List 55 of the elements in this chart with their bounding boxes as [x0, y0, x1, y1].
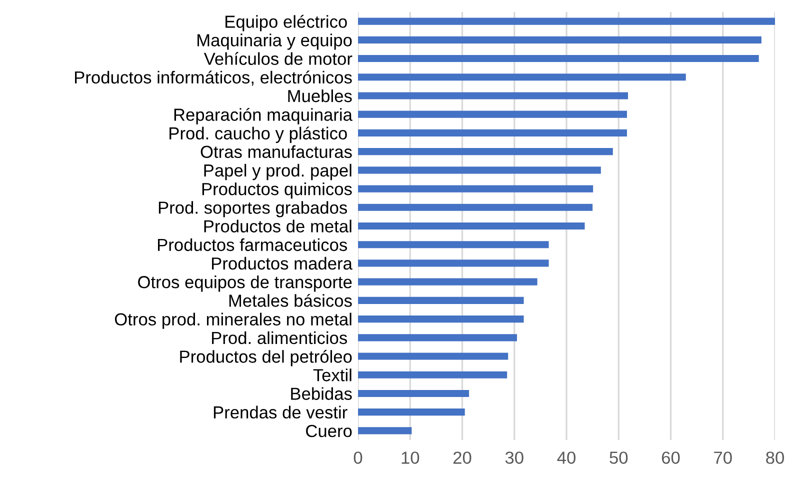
y-tick-label: Maquinaria y equipo: [198, 34, 352, 50]
y-tick-label: Productos madera: [212, 256, 352, 270]
y-tick-label: Reparación maquinaria: [174, 108, 352, 124]
x-tick-label: 80: [766, 452, 784, 464]
bar: [358, 296, 524, 304]
y-tick-label: Metales básicos: [229, 294, 352, 307]
y-tick-label: Prendas de vestir: [214, 406, 348, 419]
bar: [358, 148, 613, 156]
y-tick-label: Otras manufacturas: [200, 145, 352, 158]
bar: [358, 371, 508, 378]
y-tick-label: Papel y prod. papel: [204, 164, 352, 180]
bar: [358, 204, 593, 211]
y-tick-label: Productos quimicos: [202, 182, 352, 199]
y-tick-label: Productos de metal: [204, 220, 352, 232]
y-tick-label: Productos del petróleo: [180, 350, 352, 366]
y-tick-label: Bebidas: [291, 387, 352, 400]
y-tick-label: Prod. soportes grabados: [158, 201, 348, 218]
x-tick-label: 40: [557, 452, 576, 464]
y-tick-label: Otros equipos de transporte: [138, 276, 352, 292]
x-tick-label: 50: [610, 452, 628, 464]
bar: [358, 110, 627, 118]
bar: [358, 74, 686, 81]
bar: [358, 390, 470, 398]
x-tick-label: 0: [354, 452, 362, 464]
y-tick-label: Productos informáticos, electrónicos: [75, 70, 352, 86]
bar: [358, 260, 549, 267]
y-tick-label: Muebles: [288, 89, 352, 102]
y-tick-label: Prod. caucho y plástico: [170, 126, 347, 143]
bar: [358, 352, 508, 360]
bar: [358, 166, 601, 174]
bar: [358, 54, 759, 62]
y-tick-label: Productos farmaceuticos: [158, 238, 348, 252]
y-tick-label: Textil: [313, 368, 352, 382]
bar: [358, 222, 585, 230]
x-tick-label: 10: [402, 452, 420, 464]
x-tick-label: 20: [453, 452, 472, 464]
y-tick-label: Cuero: [306, 424, 352, 438]
x-tick-label: 70: [714, 452, 732, 464]
bar: [358, 278, 538, 286]
bar: [358, 36, 762, 44]
bar: [358, 92, 628, 100]
x-tick-label: 30: [505, 452, 524, 464]
bar: [358, 129, 627, 136]
bar: [358, 185, 594, 192]
bar: [358, 334, 517, 342]
bar: [358, 316, 524, 323]
bar: [358, 18, 775, 25]
y-tick-label: Otros prod. minerales no metal: [114, 312, 352, 329]
bar: [358, 408, 465, 416]
bar: [358, 241, 549, 248]
x-tick-label: 60: [662, 452, 680, 464]
y-tick-label: Equipo eléctrico: [226, 14, 347, 32]
y-tick-label: Prod. alimenticios: [212, 331, 347, 344]
y-tick-label: Vehículos de motor: [204, 52, 352, 65]
bar: [358, 427, 412, 434]
